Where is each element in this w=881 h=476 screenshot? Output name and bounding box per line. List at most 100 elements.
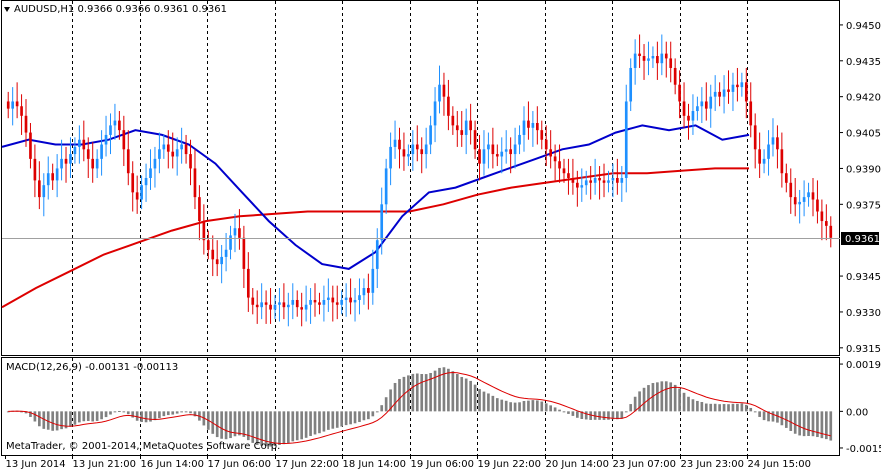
- candle-body: [38, 180, 41, 198]
- candle-body: [82, 139, 86, 150]
- macd-histogram-bar: [42, 411, 46, 429]
- candle-body: [42, 185, 46, 198]
- candle-body: [482, 149, 486, 164]
- macd-histogram-bar: [246, 411, 250, 441]
- macd-histogram-bar: [807, 411, 810, 436]
- macd-histogram-bar: [109, 411, 112, 415]
- macd-histogram-bar: [229, 411, 232, 439]
- candle-body: [753, 125, 757, 150]
- macd-histogram-bar: [816, 411, 819, 438]
- macd-histogram-bar: [576, 411, 579, 418]
- candle-body: [802, 197, 806, 202]
- candle-body: [282, 302, 286, 308]
- macd-histogram-bar: [438, 367, 441, 412]
- candle-body: [722, 89, 726, 97]
- candle-body: [553, 156, 557, 162]
- candle-body: [709, 96, 713, 109]
- macd-histogram-bar: [69, 411, 72, 427]
- candle-body: [24, 115, 28, 133]
- candle-body: [473, 130, 477, 150]
- candle-body: [567, 173, 570, 178]
- macd-histogram-bar: [602, 411, 606, 420]
- macd-histogram-bar: [460, 376, 464, 412]
- macd-histogram-bar: [318, 411, 321, 434]
- macd-histogram-bar: [616, 411, 619, 420]
- macd-histogram-bar: [824, 411, 828, 440]
- candle-body: [784, 173, 788, 183]
- candle-body: [522, 120, 526, 135]
- candle-body: [402, 149, 406, 157]
- macd-histogram-bar: [811, 411, 815, 437]
- macd-histogram-bar: [451, 371, 455, 412]
- macd-histogram-bar: [220, 411, 223, 439]
- macd-histogram-bar: [64, 411, 68, 429]
- macd-histogram-bar: [789, 411, 793, 431]
- candle-body: [100, 144, 103, 159]
- macd-histogram-bar: [544, 403, 548, 412]
- macd-histogram-bar: [100, 411, 103, 420]
- macd-histogram-bar: [371, 411, 375, 417]
- candle-body: [6, 101, 10, 109]
- macd-histogram-bar: [113, 411, 117, 413]
- candle-body: [558, 161, 561, 169]
- macd-histogram-bar: [180, 411, 183, 413]
- macd-histogram-bar: [264, 411, 268, 447]
- candle-body: [126, 149, 130, 174]
- candle-body: [340, 299, 344, 305]
- macd-histogram-bar: [736, 403, 739, 412]
- macd-histogram-bar: [584, 411, 588, 420]
- macd-histogram-bar: [384, 397, 388, 412]
- candle-body: [300, 307, 304, 310]
- macd-histogram-bar: [656, 382, 659, 412]
- candle-body: [153, 158, 157, 169]
- candle-body: [73, 146, 77, 155]
- macd-histogram-bar: [135, 411, 139, 421]
- macd-histogram-bar: [696, 400, 699, 412]
- macd-histogram-bar: [51, 411, 55, 431]
- macd-histogram-bar: [375, 411, 379, 413]
- macd-histogram-bar: [682, 392, 686, 412]
- macd-histogram-bar: [29, 411, 32, 417]
- candle-body: [327, 297, 330, 300]
- macd-histogram-bar: [749, 407, 753, 412]
- macd-histogram-bar: [647, 385, 650, 412]
- macd-histogram-bar: [611, 411, 615, 420]
- candle-body: [793, 197, 797, 205]
- price-tick-label: 0.9345: [846, 272, 881, 283]
- candle-body: [246, 268, 250, 298]
- candle-body: [816, 199, 819, 212]
- macd-histogram-bar: [673, 384, 677, 412]
- candle-body: [584, 180, 588, 186]
- candle-body: [251, 297, 255, 305]
- macd-histogram-bar: [727, 404, 730, 412]
- candle-body: [269, 304, 272, 310]
- macd-histogram-bar: [660, 381, 664, 412]
- candle-body: [633, 53, 637, 68]
- candle-body: [313, 299, 317, 303]
- time-tick-label: 23 Jun 23:00: [681, 459, 745, 470]
- macd-histogram-bar: [620, 411, 624, 419]
- candle-body: [438, 84, 441, 102]
- moving-average-blue: [1, 124, 750, 270]
- macd-histogram-bar: [20, 411, 23, 413]
- macd-histogram-bar: [664, 381, 668, 412]
- candle-body: [429, 125, 432, 145]
- candle-body: [11, 101, 15, 109]
- candle-body: [149, 168, 152, 178]
- macd-histogram-bar: [353, 411, 357, 424]
- candle-body: [549, 149, 552, 157]
- candle-body: [758, 149, 761, 164]
- candle-body: [531, 122, 535, 128]
- macd-histogram-bar: [184, 411, 188, 413]
- macd-histogram-bar: [393, 382, 397, 412]
- chart-menu-icon[interactable]: [4, 7, 10, 12]
- price-tick-label: 0.9330: [846, 308, 881, 319]
- candle-body: [660, 53, 664, 64]
- candle-body: [829, 225, 833, 238]
- candle-body: [131, 173, 135, 193]
- candle-body: [144, 178, 148, 186]
- macd-histogram-bar: [122, 411, 126, 413]
- macd-histogram-bar: [327, 411, 330, 430]
